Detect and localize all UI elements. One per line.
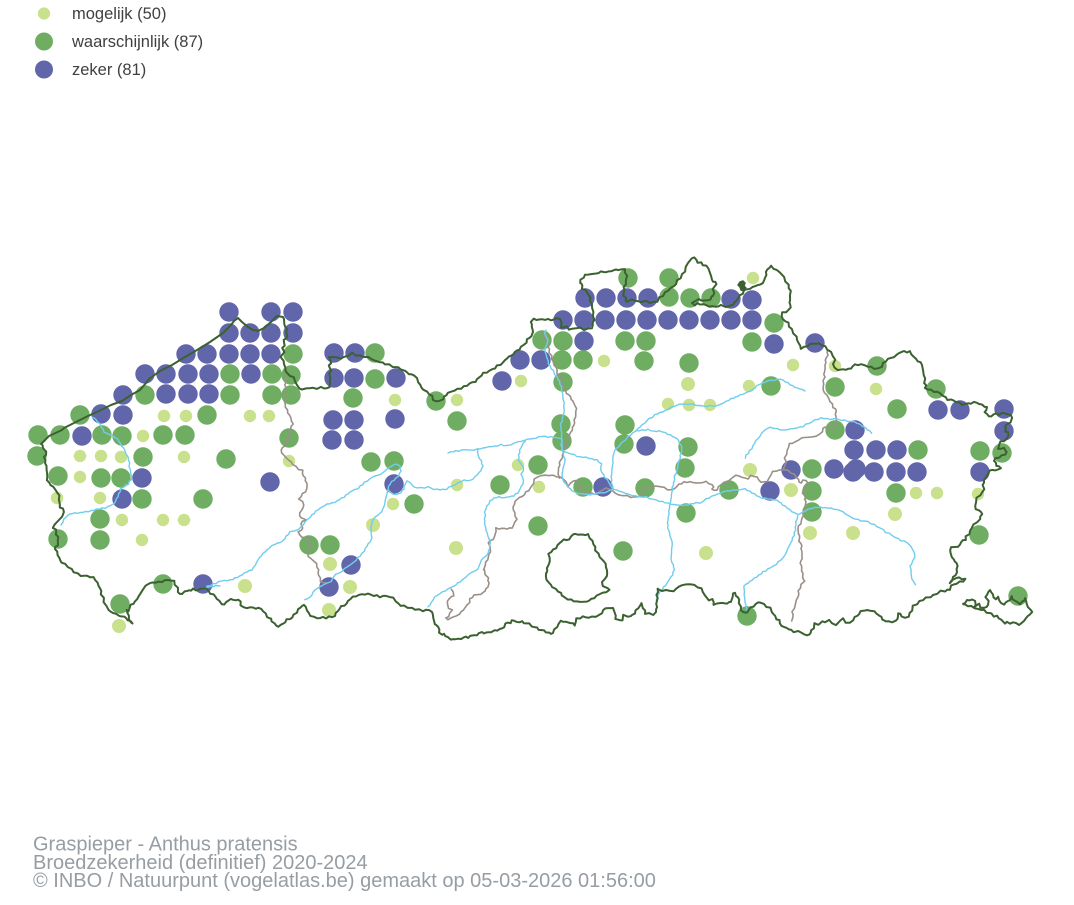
svg-text:zeker (81): zeker (81) (72, 61, 146, 79)
svg-text:© INBO / Natuurpunt (vogelatla: © INBO / Natuurpunt (vogelatlas.be) gema… (33, 870, 656, 892)
svg-text:Graspieper - Anthus pratensis: Graspieper - Anthus pratensis (33, 834, 298, 856)
svg-text:mogelijk (50): mogelijk (50) (72, 5, 166, 23)
svg-text:Broedzekerheid (definitief) 20: Broedzekerheid (definitief) 2020-2024 (33, 852, 368, 874)
svg-text:waarschijnlijk (87): waarschijnlijk (87) (71, 33, 203, 51)
